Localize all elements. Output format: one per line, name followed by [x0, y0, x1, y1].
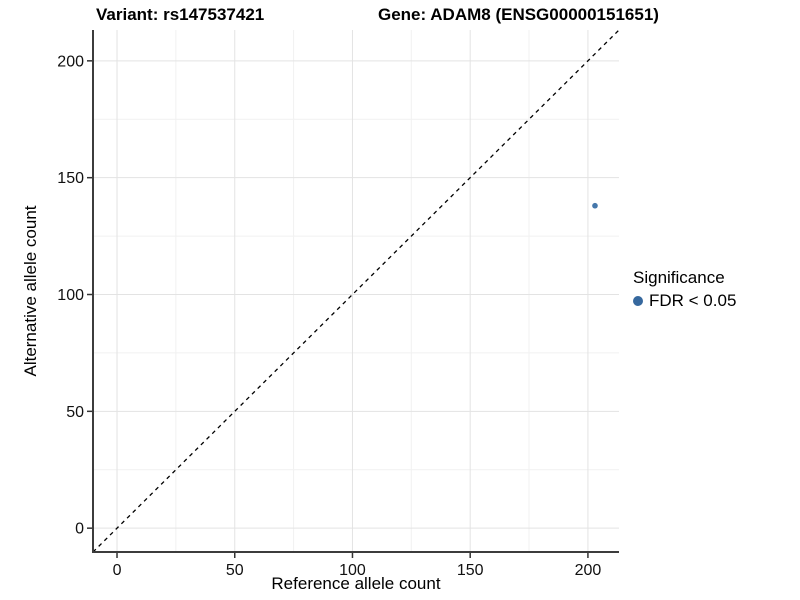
y-tick-label: 200 [57, 53, 84, 70]
data-point [592, 202, 598, 209]
legend-item: FDR < 0.05 [633, 291, 736, 311]
variant-title: Variant: rs147537421 [96, 5, 265, 24]
y-axis-title: Alternative allele count [21, 205, 40, 377]
identity-dashed-line [92, 29, 620, 553]
x-tick-label: 50 [226, 562, 244, 579]
y-tick-label: 0 [75, 521, 84, 538]
y-tick-label: 50 [66, 404, 84, 421]
legend-title: Significance [633, 268, 725, 287]
legend: Significance FDR < 0.05 [633, 268, 736, 311]
legend-point-icon [633, 296, 643, 306]
x-tick-label: 200 [575, 562, 602, 579]
y-tick-label: 150 [57, 170, 84, 187]
x-axis-title: Reference allele count [271, 574, 441, 593]
y-tick-label: 100 [57, 287, 84, 304]
x-tick-label: 0 [113, 562, 122, 579]
gene-title: Gene: ADAM8 (ENSG00000151651) [378, 5, 659, 24]
x-tick-label: 150 [457, 562, 484, 579]
legend-item-label: FDR < 0.05 [649, 291, 737, 310]
x-tick-label: 100 [339, 562, 366, 579]
